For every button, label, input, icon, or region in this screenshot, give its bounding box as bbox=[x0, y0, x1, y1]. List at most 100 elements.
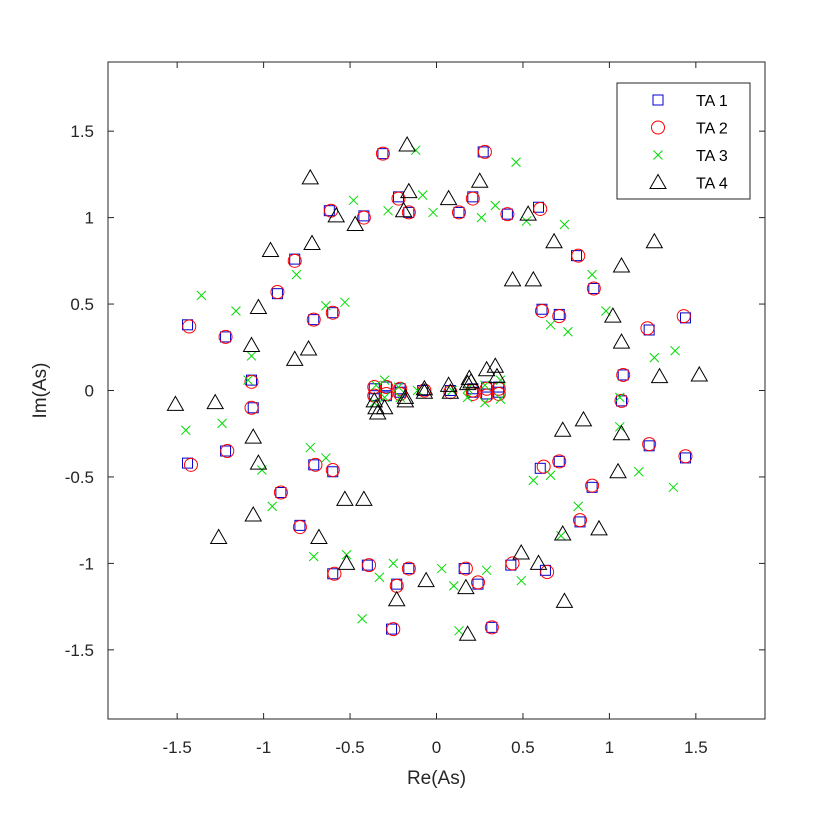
data-point bbox=[337, 554, 356, 570]
data-point bbox=[603, 307, 622, 323]
data-point bbox=[183, 457, 198, 472]
data-point bbox=[305, 442, 316, 453]
data-point bbox=[308, 551, 319, 562]
data-point bbox=[340, 297, 350, 308]
data-point bbox=[439, 189, 458, 206]
data-point bbox=[650, 367, 669, 384]
data-point bbox=[244, 505, 263, 522]
data-point bbox=[379, 375, 390, 385]
data-point bbox=[403, 206, 415, 218]
data-point bbox=[458, 561, 473, 576]
x-tick-label: 1 bbox=[605, 738, 614, 757]
data-point bbox=[545, 232, 563, 249]
data-point bbox=[327, 566, 342, 581]
data-point bbox=[668, 482, 679, 493]
legend-marker bbox=[652, 94, 664, 106]
data-point bbox=[448, 581, 459, 591]
data-point bbox=[458, 625, 477, 641]
y-tick-label: 0.5 bbox=[70, 295, 94, 314]
data-point bbox=[217, 418, 227, 429]
data-point bbox=[529, 554, 548, 570]
data-point bbox=[273, 485, 288, 500]
data-point bbox=[488, 367, 506, 384]
y-tick-label: 0 bbox=[85, 382, 94, 401]
data-point bbox=[287, 253, 302, 268]
data-point bbox=[588, 282, 600, 294]
legend-label: TA 2 bbox=[696, 121, 728, 138]
data-point bbox=[536, 459, 551, 474]
y-axis-label: Im(As) bbox=[30, 363, 51, 419]
data-point bbox=[398, 135, 416, 152]
legend: TA 1 TA 2 TA 3 TA 4 bbox=[616, 82, 751, 200]
data-point bbox=[368, 403, 387, 420]
data-point bbox=[470, 172, 489, 188]
data-point bbox=[505, 556, 520, 571]
data-point bbox=[614, 421, 625, 432]
data-point bbox=[346, 215, 365, 232]
data-point bbox=[320, 453, 331, 463]
data-point bbox=[393, 382, 404, 392]
data-point bbox=[362, 558, 377, 573]
data-point bbox=[670, 345, 680, 356]
data-point bbox=[243, 375, 253, 385]
data-point bbox=[479, 381, 494, 396]
data-point bbox=[403, 563, 415, 575]
data-point bbox=[587, 269, 597, 280]
legend-label: TA 4 bbox=[696, 176, 728, 193]
x-tick-label: -1.5 bbox=[163, 738, 192, 757]
data-point bbox=[451, 205, 466, 220]
data-point bbox=[275, 487, 287, 499]
data-point bbox=[206, 393, 225, 410]
data-point bbox=[299, 339, 318, 356]
data-point bbox=[553, 524, 572, 541]
data-point bbox=[609, 462, 627, 479]
data-point bbox=[490, 200, 501, 211]
data-point bbox=[388, 558, 399, 569]
data-point bbox=[454, 625, 464, 636]
data-point bbox=[573, 501, 584, 512]
data-point bbox=[477, 360, 496, 377]
data-point bbox=[439, 376, 458, 392]
data-point bbox=[396, 391, 415, 408]
data-point bbox=[516, 575, 527, 586]
data-point bbox=[552, 454, 567, 469]
data-point bbox=[555, 592, 574, 608]
data-point bbox=[553, 455, 565, 467]
data-point bbox=[501, 208, 513, 220]
data-point bbox=[394, 201, 413, 218]
data-point bbox=[642, 437, 657, 452]
series-ta-4 bbox=[166, 135, 709, 641]
data-point bbox=[480, 380, 490, 391]
legend-marker bbox=[653, 150, 663, 160]
data-point bbox=[585, 478, 600, 493]
data-point bbox=[377, 148, 389, 160]
legend-box bbox=[616, 82, 751, 200]
data-point bbox=[365, 391, 384, 408]
data-point bbox=[368, 390, 380, 402]
data-point bbox=[249, 298, 268, 315]
data-point bbox=[649, 352, 660, 363]
data-points bbox=[166, 135, 709, 641]
data-point bbox=[270, 284, 285, 299]
data-point bbox=[457, 578, 475, 595]
y-tick-label: -0.5 bbox=[65, 468, 94, 487]
data-point bbox=[244, 428, 263, 444]
data-point bbox=[310, 528, 328, 544]
data-point bbox=[374, 572, 385, 583]
data-point bbox=[182, 319, 197, 334]
data-point bbox=[249, 454, 268, 470]
legend-label: TA 1 bbox=[696, 93, 728, 110]
data-point bbox=[218, 329, 233, 344]
legend-marker bbox=[651, 120, 665, 135]
data-point bbox=[417, 190, 428, 200]
data-point bbox=[220, 444, 235, 459]
data-point bbox=[556, 530, 566, 541]
data-point bbox=[357, 613, 368, 624]
legend-marker bbox=[649, 173, 667, 189]
data-point bbox=[458, 374, 477, 391]
x-axis-label: Re(As) bbox=[407, 768, 466, 789]
data-point bbox=[196, 290, 207, 301]
x-tick-label: 0 bbox=[432, 738, 441, 757]
data-point bbox=[291, 269, 302, 280]
data-point bbox=[574, 410, 593, 427]
